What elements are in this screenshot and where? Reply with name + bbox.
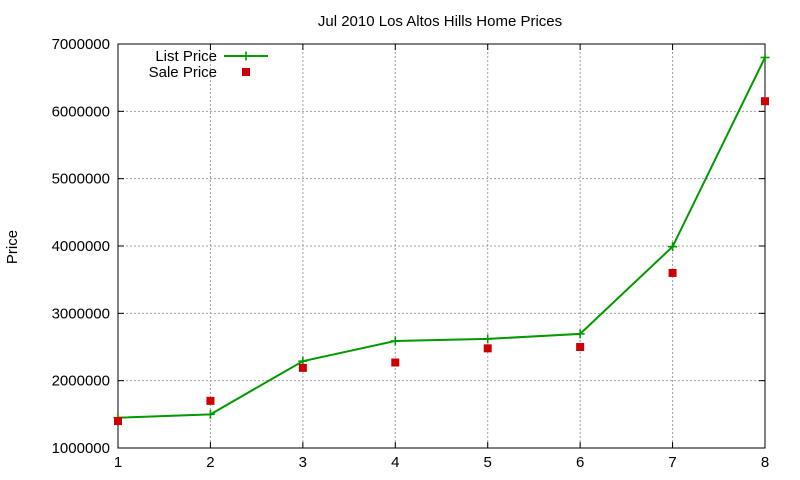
legend-label: Sale Price [149, 64, 217, 81]
list-price-point [760, 52, 770, 62]
y-tick-label: 4000000 [52, 238, 110, 255]
list-price-point [575, 329, 585, 339]
y-tick-label: 1000000 [52, 440, 110, 457]
y-tick-label: 3000000 [52, 305, 110, 322]
x-tick-label: 3 [299, 454, 307, 471]
sale-price-point [114, 417, 122, 426]
sale-price-point [298, 363, 307, 372]
y-axis-label: Price [4, 230, 21, 264]
x-tick-label: 7 [668, 454, 676, 471]
y-tick-label: 5000000 [52, 171, 110, 188]
list-price-line [117, 57, 766, 419]
x-tick-label: 4 [391, 454, 399, 471]
legend-swatch-plus [241, 51, 251, 61]
series-sale-price [114, 97, 769, 426]
sale-price-point [483, 344, 492, 353]
x-tick-label: 6 [576, 454, 584, 471]
ticks: 1 2 3 4 5 6 7 8 1000000 2000000 3000000 4000000 5000… [52, 36, 770, 471]
y-tick-label: 2000000 [52, 373, 110, 390]
y-tick-label: 6000000 [52, 103, 110, 120]
list-price-point [668, 242, 678, 252]
series-list-price [113, 52, 770, 423]
x-tick-label: 5 [484, 454, 492, 471]
grid [118, 44, 765, 448]
x-tick-label: 1 [114, 454, 122, 471]
series [113, 52, 770, 426]
x-tick-label: 8 [761, 454, 769, 471]
legend-swatch-square [242, 68, 250, 76]
sale-price-point [761, 97, 769, 106]
sale-price-point [206, 396, 215, 405]
sale-price-point [391, 358, 400, 367]
legend-label: List Price [155, 48, 217, 65]
sale-price-point [576, 343, 585, 351]
list-price-point [205, 409, 215, 419]
sale-price-point [668, 268, 677, 277]
y-tick-label: 7000000 [52, 36, 110, 53]
list-price-point [483, 334, 493, 344]
x-tick-label: 2 [206, 454, 214, 471]
chart-title: Jul 2010 Los Altos Hills Home Prices [318, 13, 562, 30]
list-price-point [390, 336, 400, 346]
